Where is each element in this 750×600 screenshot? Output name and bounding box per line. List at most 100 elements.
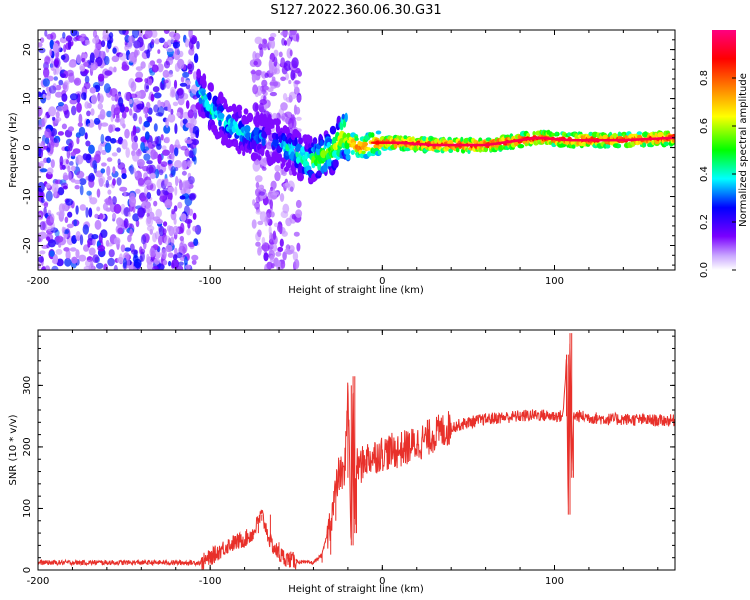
spectrogram-noise-cell [261,79,268,88]
spectrogram-noise-cell [63,247,70,252]
spectrogram-noise-cell [119,253,123,262]
spectrogram-noise-cell [44,30,48,37]
spectrogram-noise-cell [79,65,86,72]
spectrogram-noise-cell [294,258,300,270]
colorbar-tick-label: 0.4 [699,166,710,182]
spectrogram-noise-cell [57,131,64,136]
spectrogram-noise-cell [86,190,92,196]
spectrogram-noise-cell [123,218,129,229]
spectrogram-noise-cell [176,112,181,117]
spectrogram-noise-cell [269,255,274,263]
spectrogram-noise-cell [170,108,174,115]
spectrogram-noise-cell [76,102,82,113]
spectrogram-noise-cell [64,109,70,119]
spectrogram-noise-cell [144,30,153,39]
spectrogram-noise-cell [127,234,132,243]
spectrogram-ridge-cell [361,150,366,155]
spectrogram-ridge-cell [393,143,398,149]
spectrogram-noise-cell [281,66,288,75]
spectrogram-noise-cell [133,40,141,49]
spectrogram-noise-cell [179,179,183,191]
spectrogram-noise-cell [121,139,128,150]
snr-y-ticks: 0 100 200 300 [22,335,675,573]
spectrogram-noise-cell [280,102,288,111]
spectrogram-noise-cell [187,241,196,248]
spectrogram-ridge-cell [198,97,203,105]
spectrogram-noise-cell [108,249,115,258]
spectrogram-noise-cell [257,247,262,256]
spectrogram-noise-cell [107,175,112,181]
spectrogram-noise-cell [121,173,127,180]
spectrogram-noise-cell [177,58,185,70]
spectrogram-noise-cell [90,174,95,181]
spectrogram-noise-cell [258,102,264,113]
spectrogram-ridge-cell [282,135,286,142]
spectrogram-ridge-cell [455,147,460,153]
spectrogram-noise-cell [250,70,257,75]
snr-x-label: Height of straight line (km) [288,584,424,595]
spectrogram-noise-cell [53,68,57,76]
spectrogram-noise-cell [124,91,131,101]
spectrogram-noise-cell [164,136,170,144]
spectrogram-noise-cell [190,133,196,138]
spectrogram-noise-cell [268,225,272,236]
spectrogram-noise-cell [38,142,41,148]
spectrogram-noise-cell [271,64,277,75]
spectrogram-noise-cell [289,30,297,36]
spectrogram-noise-cell [263,252,269,262]
spectrogram-noise-cell [104,142,112,153]
spectrogram-ridge-cell [517,144,525,149]
spectrogram-noise-cell [112,47,117,54]
spectrogram-noise-cell [128,98,133,105]
spectrogram-noise-cell [59,155,64,166]
spectrogram-noise-cell [112,212,117,220]
spectrogram-noise-cell [119,104,126,113]
y-tick-label: -10 [22,188,33,204]
spectrogram-noise-cell [110,88,118,97]
spectrogram-noise-cell [147,107,153,115]
spectrogram-noise-cell [285,72,289,81]
figure-title: S127.2022.360.06.30.G31 [270,3,441,18]
spectrogram-noise-cell [67,126,75,132]
spectrogram-noise-cell [157,153,162,165]
spectrogram-noise-cell [76,54,82,64]
spectrogram-ridge-cell [309,135,313,145]
spectrogram-noise-cell [193,53,199,64]
spectrogram-noise-cell [113,203,122,214]
spectrogram-ridge-cell [605,144,611,149]
spectrogram-noise-cell [38,42,43,48]
spectrogram-noise-cell [144,179,153,186]
spectrogram-noise-cell [71,235,77,244]
spectrogram-noise-cell [87,122,95,128]
spectrogram-ridge-cell [483,146,489,153]
spectrogram-noise-cell [163,30,170,34]
spectrogram-noise-cell [49,49,53,57]
spectrogram-noise-cell [148,78,153,86]
spectrogram-noise-cell [154,136,159,145]
spectrogram-noise-cell [125,147,130,159]
spectrogram-noise-cell [92,160,98,170]
spectrogram-noise-cell [172,101,179,107]
spectrogram-noise-cell [60,54,66,61]
spectrogram-noise-cell [157,63,164,73]
spectrogram-noise-cell [264,264,269,270]
spectrogram-ridge-cell [319,139,324,147]
spectrogram-ridge-cell [473,139,478,145]
spectrogram-ridge-cell [237,148,242,155]
colorbar-tick-label: 0.0 [699,262,710,278]
spectrogram-noise-cell [117,158,121,165]
spectrogram-noise-cell [76,136,80,145]
spectrogram-noise-cell [85,140,91,147]
spectrogram-noise-cell [120,244,126,253]
spectrogram-noise-cell [69,99,78,105]
spectrogram-noise-cell [96,262,104,269]
spectrogram-noise-cell [105,135,112,142]
spectrogram-noise-cell [179,235,184,242]
spectrogram-ridge-cell [378,143,384,148]
spectrogram-noise-cell [163,60,171,69]
spectrogram-ridge-cell [341,113,346,120]
spectrogram-noise-cell [59,37,68,44]
spectrogram-noise-cell [158,235,163,246]
spectrogram-ridge-cell [257,155,262,161]
spectrogram-noise-cell [39,168,48,173]
